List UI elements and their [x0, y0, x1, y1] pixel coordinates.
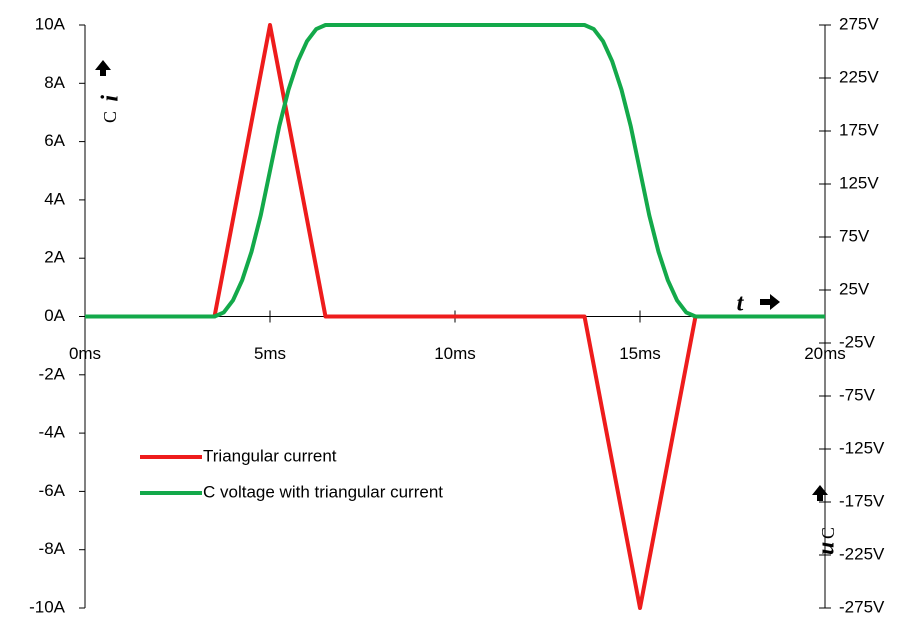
y-tick-label: 6A — [44, 131, 65, 150]
y2-axis-label: u C — [814, 527, 840, 555]
y2-tick-label: -125V — [839, 438, 885, 457]
y-axis-label: i C — [98, 95, 124, 123]
y-label-main: i — [98, 95, 124, 102]
y-tick-label: -2A — [39, 364, 66, 383]
x-arrow — [760, 294, 780, 310]
x-axis-label: t — [737, 291, 745, 317]
y-tick-label: 4A — [44, 189, 65, 208]
y-tick-label: -10A — [29, 597, 66, 616]
y2-arrow — [812, 485, 828, 501]
y-tick-label: -8A — [39, 539, 66, 558]
y-tick-label: 0A — [44, 306, 65, 325]
x-tick-label: 15ms — [619, 344, 661, 363]
y2-tick-label: -175V — [839, 491, 885, 510]
y2-tick-label: 25V — [839, 279, 870, 298]
y-tick-label: -4A — [39, 423, 66, 442]
series-line — [85, 23, 825, 319]
y2-tick-label: -75V — [839, 385, 876, 404]
y2-tick-label: 75V — [839, 226, 870, 245]
y2-tick-label: 175V — [839, 120, 879, 139]
legend-label: C voltage with triangular current — [203, 482, 443, 501]
y-tick-label: -6A — [39, 481, 66, 500]
y-tick-label: 10A — [35, 14, 66, 33]
y-tick-label: 8A — [44, 73, 65, 92]
y2-tick-label: 275V — [839, 14, 879, 33]
x-tick-label: 0ms — [69, 344, 101, 363]
x-tick-label: 10ms — [434, 344, 476, 363]
legend-label: Triangular current — [203, 446, 337, 465]
x-tick-label: 20ms — [804, 344, 846, 363]
y-label-sub: C — [100, 111, 120, 123]
series-line — [85, 23, 825, 610]
y-tick-label: 2A — [44, 248, 65, 267]
y-arrow — [95, 60, 111, 76]
y2-tick-label: 225V — [839, 67, 879, 86]
y2-tick-label: 125V — [839, 173, 879, 192]
y2-tick-label: -25V — [839, 332, 876, 351]
y2-label-main: u — [814, 542, 840, 555]
y2-label-sub: C — [818, 527, 838, 539]
y2-tick-label: -275V — [839, 597, 885, 616]
x-tick-label: 5ms — [254, 344, 286, 363]
y2-tick-label: -225V — [839, 544, 885, 563]
